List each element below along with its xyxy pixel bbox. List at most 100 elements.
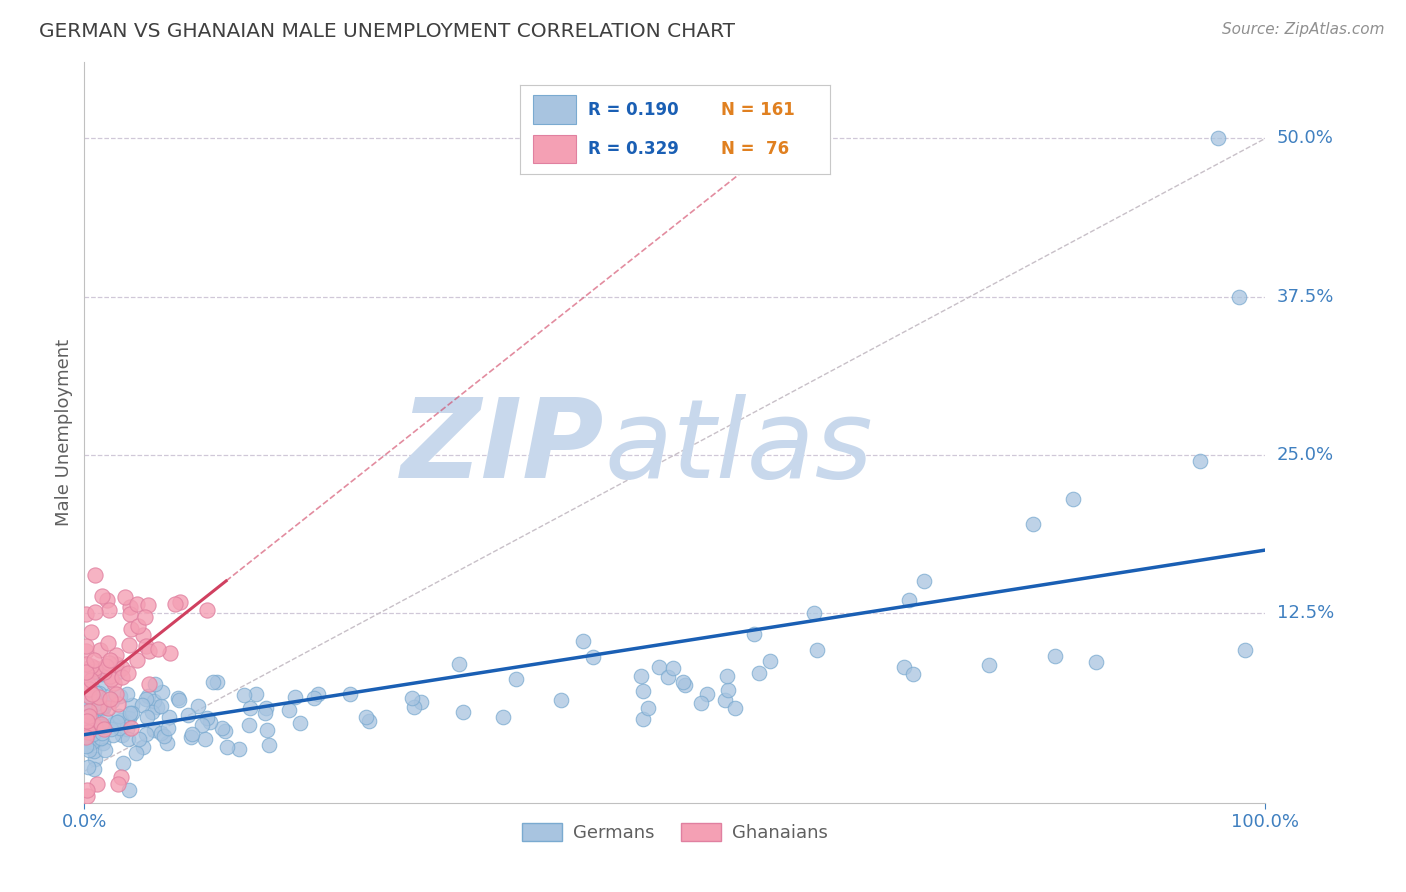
Text: Source: ZipAtlas.com: Source: ZipAtlas.com bbox=[1222, 22, 1385, 37]
Point bbox=[631, 683, 654, 698]
Point bbox=[86, 777, 108, 791]
Point bbox=[409, 695, 432, 709]
Point bbox=[90, 731, 112, 746]
Point bbox=[89, 698, 111, 713]
Point bbox=[96, 695, 118, 709]
Point bbox=[202, 675, 225, 690]
Point bbox=[307, 687, 329, 701]
Point bbox=[1206, 131, 1229, 145]
Point bbox=[673, 678, 696, 692]
Point bbox=[101, 717, 124, 731]
Point bbox=[169, 595, 191, 609]
Point bbox=[152, 685, 174, 699]
Point bbox=[103, 728, 125, 742]
Point bbox=[169, 693, 191, 707]
Point bbox=[157, 710, 180, 724]
Point bbox=[191, 718, 214, 732]
Point bbox=[89, 731, 111, 746]
Point bbox=[181, 727, 204, 741]
Point bbox=[91, 700, 114, 714]
Point bbox=[90, 589, 112, 603]
Point bbox=[98, 603, 121, 617]
Text: R = 0.190: R = 0.190 bbox=[588, 101, 679, 119]
Point bbox=[125, 653, 148, 667]
Point bbox=[404, 700, 426, 714]
Point bbox=[136, 689, 159, 703]
Point bbox=[91, 699, 114, 714]
Point bbox=[153, 730, 176, 744]
Point bbox=[742, 627, 765, 641]
Point bbox=[80, 673, 103, 687]
Point bbox=[93, 722, 115, 736]
Point bbox=[75, 684, 97, 698]
Point bbox=[117, 665, 139, 680]
Point bbox=[256, 723, 278, 737]
Point bbox=[87, 686, 110, 700]
Point bbox=[1189, 454, 1212, 468]
Point bbox=[83, 698, 105, 712]
Point bbox=[83, 709, 105, 723]
Point bbox=[125, 597, 148, 611]
Point bbox=[77, 724, 100, 739]
Point bbox=[143, 723, 166, 737]
Point bbox=[135, 639, 157, 653]
Point bbox=[118, 638, 141, 652]
Point bbox=[1022, 517, 1045, 532]
Point bbox=[76, 714, 98, 728]
Point bbox=[120, 721, 142, 735]
Point bbox=[141, 705, 163, 719]
Point bbox=[97, 635, 120, 649]
Point bbox=[75, 730, 97, 744]
Point bbox=[187, 698, 209, 713]
Point bbox=[110, 714, 132, 728]
Point bbox=[105, 714, 128, 729]
Point bbox=[550, 692, 572, 706]
Point bbox=[90, 700, 112, 714]
Point bbox=[582, 649, 605, 664]
Point bbox=[80, 734, 103, 748]
Point bbox=[118, 711, 141, 725]
Point bbox=[94, 659, 117, 673]
Point bbox=[180, 731, 202, 745]
Point bbox=[156, 736, 179, 750]
Point bbox=[200, 715, 222, 730]
Point bbox=[630, 669, 652, 683]
Point bbox=[76, 697, 98, 711]
Point bbox=[135, 710, 157, 724]
Point bbox=[284, 690, 307, 704]
Point bbox=[205, 675, 228, 690]
Point bbox=[637, 701, 659, 715]
Point bbox=[689, 696, 711, 710]
Point bbox=[195, 603, 218, 617]
Point bbox=[167, 690, 190, 705]
Point bbox=[118, 599, 141, 614]
Point bbox=[150, 726, 173, 740]
Point bbox=[121, 706, 143, 721]
Point bbox=[98, 669, 121, 683]
Point bbox=[127, 619, 149, 633]
Point bbox=[77, 738, 100, 752]
Point bbox=[453, 705, 475, 719]
Point bbox=[1062, 491, 1084, 506]
Point bbox=[356, 710, 378, 724]
Point bbox=[111, 661, 134, 675]
Point bbox=[717, 682, 740, 697]
Point bbox=[75, 706, 97, 721]
Point bbox=[83, 762, 105, 776]
Point bbox=[100, 693, 122, 707]
Point bbox=[100, 722, 122, 736]
Point bbox=[121, 623, 143, 637]
Point bbox=[77, 743, 100, 757]
Point bbox=[77, 722, 100, 736]
Point bbox=[105, 687, 128, 701]
Point bbox=[79, 721, 101, 735]
Point bbox=[77, 704, 100, 718]
Point bbox=[111, 756, 134, 771]
Point bbox=[98, 653, 121, 667]
Point bbox=[100, 672, 122, 686]
Point bbox=[239, 701, 262, 715]
Point bbox=[83, 661, 105, 675]
Point bbox=[121, 698, 143, 712]
Point bbox=[633, 712, 655, 726]
Point bbox=[97, 690, 120, 704]
